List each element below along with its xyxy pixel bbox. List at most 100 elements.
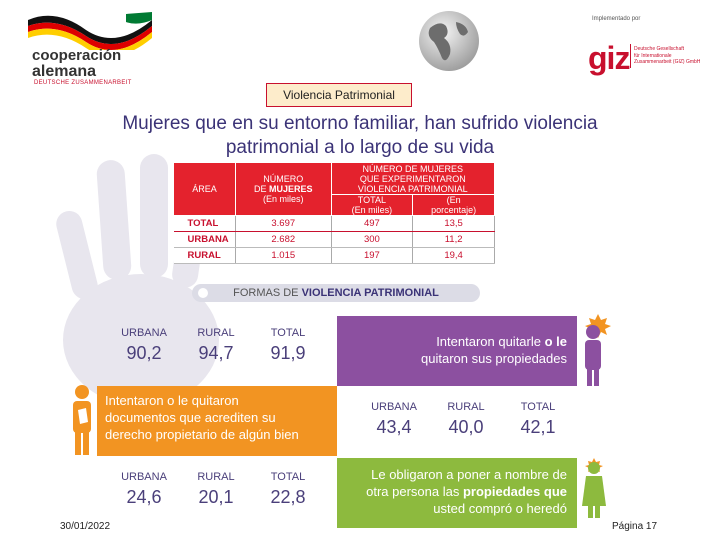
cell-total: 197 [331, 247, 414, 264]
desc-line: otra persona las propiedades que [347, 483, 567, 500]
desc-line: Intentaron quitarle o le [347, 333, 567, 350]
cell-total: 300 [331, 231, 414, 248]
stat-total: TOTAL 42,1 [502, 400, 574, 440]
table-row: TOTAL 3.697 497 13,5 [173, 215, 495, 232]
table-row: RURAL 1.015 197 19,4 [173, 247, 495, 264]
section-tab: Violencia Patrimonial [266, 83, 412, 107]
giz-name-line: Zusammenarbeit (GIZ) GmbH [634, 59, 701, 65]
giz-divider [630, 44, 631, 68]
stat-label: RURAL [197, 327, 235, 339]
globe-icon [419, 11, 479, 71]
cell-pct: 11,2 [412, 231, 495, 248]
block1-description: Intentaron quitarle o le quitaron sus pr… [337, 316, 577, 386]
stat-value: 90,2 [126, 343, 162, 363]
header-line: TOTAL [357, 195, 386, 205]
cell-pct: 13,5 [412, 215, 495, 232]
cooperacion-alemana-logo: cooperación alemana DEUTSCHE ZUSAMMENARB… [26, 10, 156, 86]
header-line: (En miles) [263, 194, 304, 204]
stat-value: 43,4 [376, 417, 412, 437]
cell-mujeres: 3.697 [235, 215, 332, 232]
stat-label: TOTAL [270, 327, 306, 339]
page-title-line-1: Mujeres que en su entorno familiar, han … [122, 113, 598, 134]
desc-line: usted compró o heredó [433, 501, 567, 516]
header-numero-mujeres: NÚMERO DE MUJERES (En miles) [234, 162, 332, 216]
page-title-line-2: patrimonial a lo largo de su vida [225, 137, 495, 158]
desc-bold: o le [544, 334, 567, 349]
woman-orange-icon [73, 385, 91, 455]
giz-name-line: Deutsche Gesellschaft [634, 46, 685, 52]
stat-value: 42,1 [520, 417, 556, 437]
header-line: (En miles) [351, 205, 393, 215]
desc-line: documentos que acrediten su [105, 410, 276, 425]
cell-pct: 19,4 [412, 247, 495, 264]
block3-description: Le obligaron a poner a nombre de otra pe… [337, 458, 577, 528]
stat-urbana: URBANA 24,6 [108, 470, 180, 510]
desc-line: Intentaron o le quitaron [105, 393, 239, 408]
stat-label: TOTAL [520, 401, 556, 413]
logo-line-3: DEUTSCHE ZUSAMMENARBEIT [34, 80, 132, 86]
header-line: NÚMERO DE MUJERES [362, 163, 464, 174]
header-line: porcentaje) [431, 205, 477, 215]
table-row: URBANA 2.682 300 11,2 [173, 231, 495, 248]
violence-table: ÁREA NÚMERO DE MUJERES (En miles) NÚMERO… [173, 162, 496, 264]
stat-label: RURAL [447, 401, 485, 413]
stat-rural: RURAL 40,0 [430, 400, 502, 440]
header-line: QUE EXPERIMENTARON [359, 173, 466, 184]
stat-value: 91,9 [270, 343, 306, 363]
stat-label: TOTAL [270, 471, 306, 483]
desc-bold: propiedades que [462, 484, 567, 499]
stat-label: URBANA [121, 471, 167, 483]
desc-line: Le obligaron a poner a nombre de [371, 467, 567, 482]
forms-bar-dot [198, 288, 208, 298]
desc-line: derecho propietario de algún bien [105, 427, 299, 442]
cell-mujeres: 1.015 [235, 247, 332, 264]
header-word: DE [253, 184, 267, 194]
forms-bar-prefix: FORMAS DE [233, 287, 302, 299]
cell-area: URBANA [173, 231, 236, 248]
cell-area: RURAL [173, 247, 236, 264]
header-total: TOTAL (En miles) [330, 194, 414, 216]
stat-value: 40,0 [448, 417, 484, 437]
giz-logo: giz [588, 40, 630, 76]
header-word: MUJERES [269, 184, 313, 194]
desc-text: otra persona las [366, 484, 463, 499]
header-line: NÚMERO [263, 174, 304, 184]
page-title: Mujeres que en su entorno familiar, han … [40, 112, 680, 160]
page-number: Página 17 [612, 521, 658, 532]
woman-purple-icon [585, 314, 611, 386]
giz-name-line: für Internationale [634, 52, 672, 59]
stat-value: 22,8 [270, 487, 306, 507]
desc-text: Intentaron quitarle [436, 334, 545, 349]
giz-name: Deutsche Gesellschaft für Internationale… [634, 46, 714, 66]
stat-label: URBANA [121, 327, 167, 339]
header-percentage: (En porcentaje) [412, 194, 495, 216]
stat-label: RURAL [197, 471, 235, 483]
logo-line-2: alemana [32, 63, 97, 80]
cell-mujeres: 2.682 [235, 231, 332, 248]
header-line: (En [446, 195, 461, 205]
desc-line: quitaron sus propiedades [421, 351, 567, 366]
footer-date: 30/01/2022 [60, 521, 111, 532]
block3-stats: URBANA 24,6 RURAL 20,1 TOTAL 22,8 [108, 470, 324, 510]
header-line: DE MUJERES [236, 184, 331, 194]
stat-total: TOTAL 91,9 [252, 326, 324, 366]
flag-swoosh-icon [28, 12, 152, 50]
block2-description: Intentaron o le quitaron documentos que … [97, 386, 337, 456]
cell-total: 497 [331, 215, 414, 232]
stat-value: 94,7 [198, 343, 234, 363]
stat-rural: RURAL 94,7 [180, 326, 252, 366]
stat-value: 24,6 [126, 487, 162, 507]
stat-value: 20,1 [198, 487, 234, 507]
header-line: VIOLENCIA PATRIMONIAL [357, 183, 468, 194]
block1-stats: URBANA 90,2 RURAL 94,7 TOTAL 91,9 [108, 326, 324, 366]
forms-bar-bold: VIOLENCIA PATRIMONIAL [301, 287, 439, 299]
stat-urbana: URBANA 90,2 [108, 326, 180, 366]
implemented-by-label: Implementado por [592, 16, 641, 22]
header-group: NÚMERO DE MUJERES QUE EXPERIMENTARON VIO… [330, 162, 496, 195]
block2-stats: URBANA 43,4 RURAL 40,0 TOTAL 42,1 [358, 400, 574, 440]
table-subheader-row: TOTAL (En miles) (En porcentaje) [174, 194, 495, 216]
stat-total: TOTAL 22,8 [252, 470, 324, 510]
logo-line-1: cooperación [32, 47, 122, 64]
cell-area: TOTAL [173, 215, 236, 232]
stat-urbana: URBANA 43,4 [358, 400, 430, 440]
